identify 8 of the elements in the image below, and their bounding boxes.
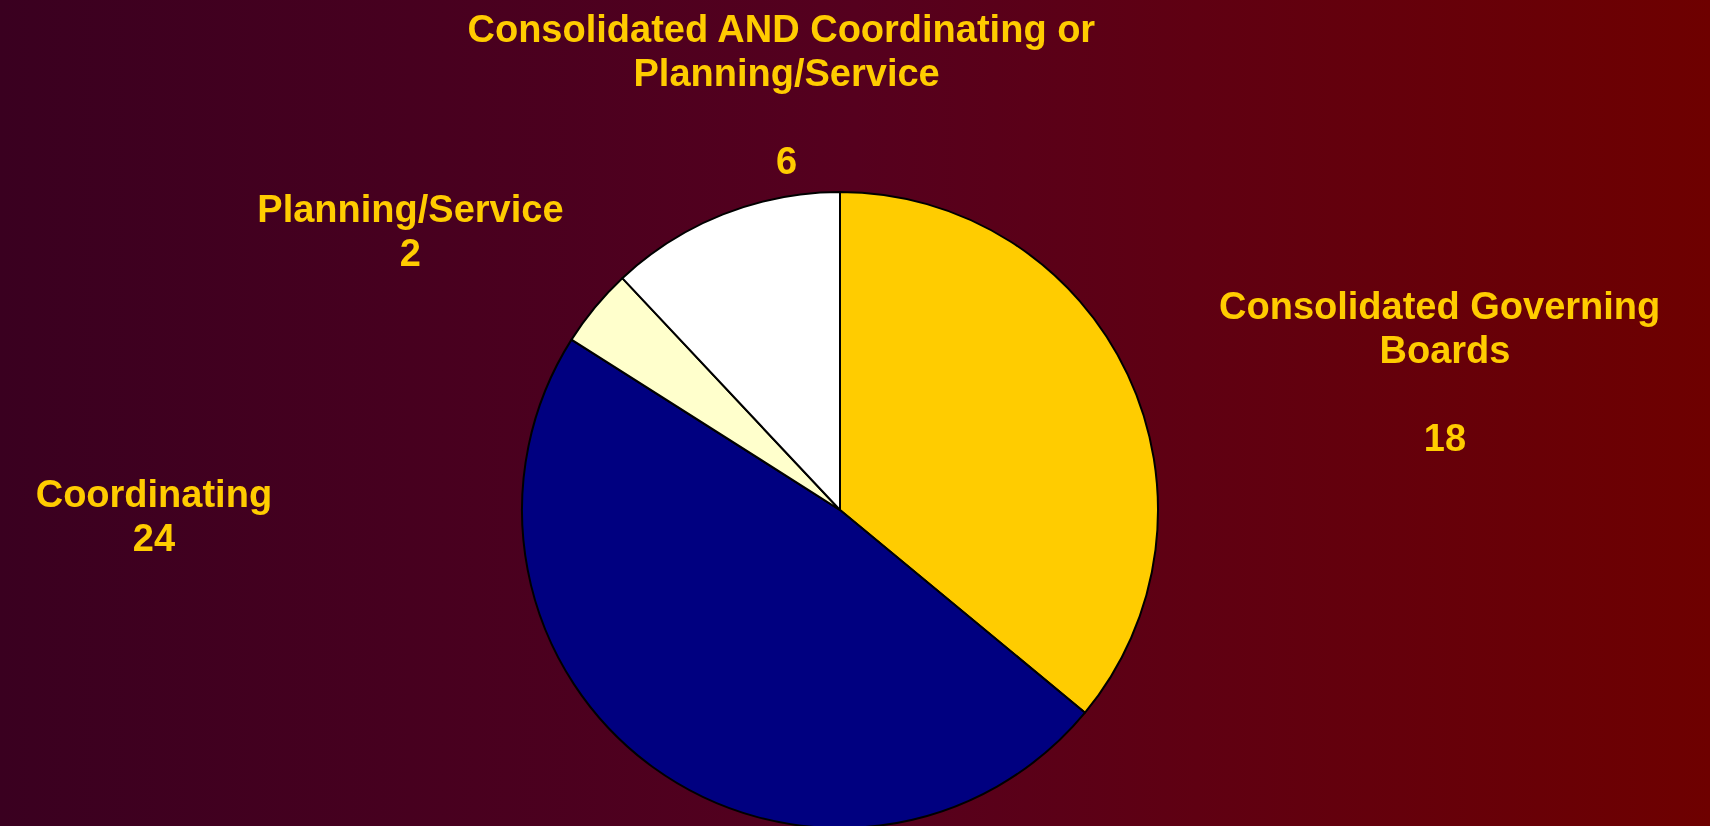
data-label: 24 [132, 517, 176, 560]
slice-label: Consolidated Governing Boards [1219, 284, 1671, 371]
slice-label: Coordinating [35, 473, 273, 516]
slice-label: Consolidated AND Coordinating or Planning/Service [467, 7, 1106, 94]
data-label: 18 [1423, 416, 1467, 459]
data-label: 2 [399, 232, 421, 275]
slice-label: Planning/Service [257, 188, 564, 231]
data-label: 6 [776, 139, 798, 182]
